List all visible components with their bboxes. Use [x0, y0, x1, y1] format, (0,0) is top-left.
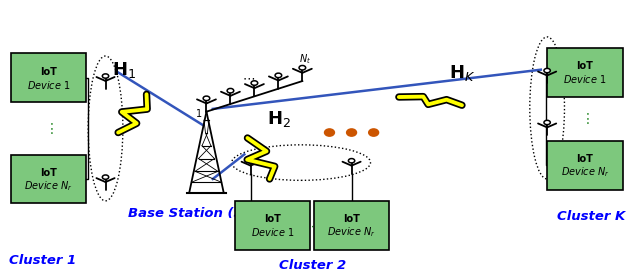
Text: $\cdots$: $\cdots$	[306, 221, 318, 230]
Text: IoT: IoT	[40, 168, 57, 178]
Text: IoT: IoT	[40, 67, 57, 77]
Text: $\mathbf{H}_1$: $\mathbf{H}_1$	[113, 60, 136, 80]
Text: $\cdots$: $\cdots$	[241, 71, 255, 84]
FancyBboxPatch shape	[12, 155, 86, 203]
Text: Cluster 2: Cluster 2	[278, 259, 346, 272]
FancyBboxPatch shape	[235, 201, 310, 250]
Text: $\vdots$: $\vdots$	[44, 121, 54, 136]
Text: Device $N_r$: Device $N_r$	[561, 165, 609, 179]
Text: Cluster 1: Cluster 1	[9, 254, 76, 267]
Text: $N_t$: $N_t$	[300, 52, 312, 66]
Ellipse shape	[248, 159, 254, 163]
Text: $\mathbf{H}_2$: $\mathbf{H}_2$	[267, 109, 291, 129]
Ellipse shape	[544, 68, 550, 73]
Text: Device $N_r$: Device $N_r$	[24, 179, 73, 193]
Text: Device $1$: Device $1$	[251, 226, 294, 238]
FancyBboxPatch shape	[547, 48, 623, 97]
Text: Device $1$: Device $1$	[27, 79, 70, 91]
Ellipse shape	[299, 65, 306, 70]
Text: Cluster K: Cluster K	[557, 210, 625, 223]
Text: Device $N_r$: Device $N_r$	[327, 225, 376, 239]
Text: IoT: IoT	[264, 214, 281, 224]
Ellipse shape	[102, 175, 109, 179]
Ellipse shape	[102, 74, 109, 78]
Text: $\mathbf{H}_K$: $\mathbf{H}_K$	[449, 63, 475, 83]
Ellipse shape	[251, 81, 258, 85]
Text: IoT: IoT	[577, 154, 593, 164]
Ellipse shape	[203, 96, 210, 100]
Text: IoT: IoT	[577, 62, 593, 71]
Text: $1$: $1$	[195, 107, 202, 119]
Ellipse shape	[227, 88, 234, 93]
FancyBboxPatch shape	[547, 141, 623, 190]
Ellipse shape	[368, 128, 380, 137]
Ellipse shape	[348, 159, 355, 163]
Text: Device $1$: Device $1$	[563, 73, 607, 85]
Text: $\vdots$: $\vdots$	[580, 112, 590, 126]
Text: IoT: IoT	[343, 214, 360, 224]
Ellipse shape	[544, 120, 550, 125]
Text: Base Station (Sink): Base Station (Sink)	[128, 207, 272, 220]
Ellipse shape	[275, 73, 282, 78]
FancyBboxPatch shape	[12, 54, 86, 102]
Ellipse shape	[324, 128, 335, 137]
Ellipse shape	[346, 128, 357, 137]
FancyBboxPatch shape	[314, 201, 389, 250]
